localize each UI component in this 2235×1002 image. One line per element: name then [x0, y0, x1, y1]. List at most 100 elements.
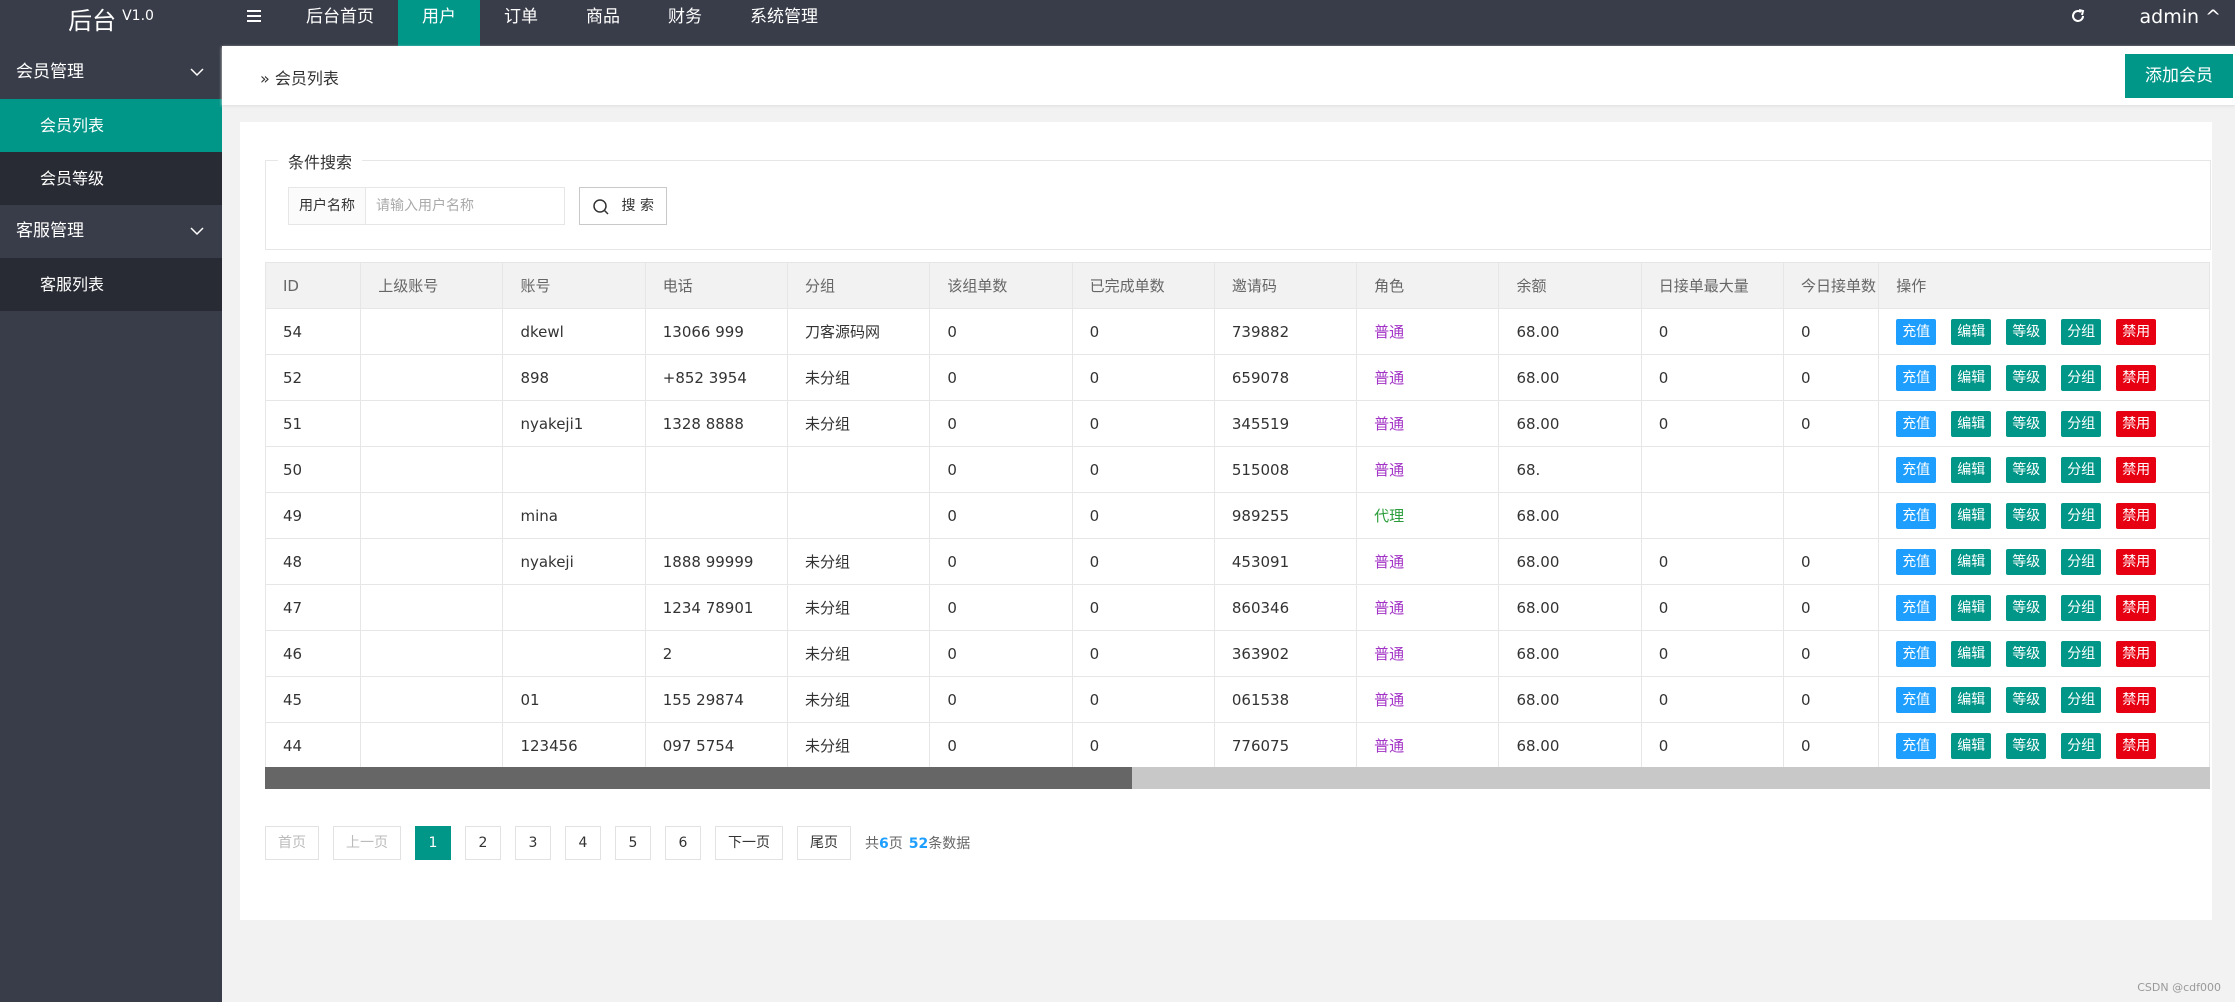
menu-item[interactable]: 会员等级 [0, 152, 222, 205]
action-button[interactable]: 分组 [2061, 594, 2102, 621]
action-button[interactable]: 禁用 [2116, 502, 2157, 529]
refresh-icon[interactable] [2070, 8, 2086, 24]
action-button[interactable]: 编辑 [1951, 502, 1992, 529]
page-number[interactable]: 5 [615, 826, 651, 860]
actions-cell: 充值 编辑 等级 分组 禁用 [1878, 676, 2210, 723]
action-button[interactable]: 编辑 [1951, 318, 1992, 345]
action-button[interactable]: 等级 [2006, 732, 2047, 759]
page-number[interactable]: 1 [415, 826, 451, 860]
nav-item[interactable]: 订单 [504, 7, 538, 27]
table-cell [360, 630, 504, 677]
search-button[interactable]: 搜 索 [579, 187, 667, 225]
action-button[interactable]: 分组 [2061, 548, 2102, 575]
table-body: 54 dkewl 13066 999 刀客源码网 0 0 739882 普通 68.00 0 0 充值… [264, 308, 2210, 769]
action-button[interactable]: 分组 [2061, 640, 2102, 667]
action-button[interactable]: 禁用 [2116, 456, 2157, 483]
action-button[interactable]: 禁用 [2116, 640, 2157, 667]
table-cell: 68. [1498, 446, 1642, 493]
menu-item[interactable]: 会员列表 [0, 99, 222, 152]
user-menu[interactable]: admin ^ [2139, 6, 2221, 28]
menu-icon[interactable] [246, 9, 262, 23]
table-cell: 363902 [1213, 630, 1358, 677]
action-button[interactable]: 编辑 [1951, 640, 1992, 667]
page-number[interactable]: 4 [565, 826, 601, 860]
action-button[interactable]: 充值 [1896, 548, 1937, 575]
action-button[interactable]: 等级 [2006, 502, 2047, 529]
header-row: ID 上级账号 账号 电话 分组 该组单数 已完成单数 邀请码 角色 余额 日接单最大量 今日接单数操… [264, 262, 2210, 309]
action-button[interactable]: 等级 [2006, 456, 2047, 483]
nav-item[interactable]: 后台首页 [306, 7, 374, 27]
next-page[interactable]: 下一页 [715, 826, 783, 860]
scrollbar[interactable] [265, 767, 2210, 789]
actions-cell: 充值 编辑 等级 分组 禁用 [1878, 400, 2210, 447]
action-button[interactable]: 禁用 [2116, 686, 2157, 713]
action-button[interactable]: 编辑 [1951, 548, 1992, 575]
table-cell [644, 492, 789, 539]
action-button[interactable]: 编辑 [1951, 364, 1992, 391]
action-button[interactable]: 等级 [2006, 318, 2047, 345]
action-button[interactable]: 编辑 [1951, 732, 1992, 759]
nav-item[interactable]: 商品 [586, 7, 620, 27]
action-button[interactable]: 分组 [2061, 456, 2102, 483]
last-page[interactable]: 尾页 [797, 826, 851, 860]
action-button[interactable]: 充值 [1896, 456, 1937, 483]
action-button[interactable]: 等级 [2006, 640, 2047, 667]
column-header: 操作 [1878, 262, 2210, 309]
menu-item[interactable]: 客服列表 [0, 258, 222, 311]
table-cell: 1888 99999 [644, 538, 789, 585]
action-button[interactable]: 分组 [2061, 502, 2102, 529]
menu-group[interactable]: 会员管理 [0, 46, 222, 99]
page-number[interactable]: 2 [465, 826, 501, 860]
action-button[interactable]: 充值 [1896, 502, 1937, 529]
action-button[interactable]: 分组 [2061, 318, 2102, 345]
action-button[interactable]: 分组 [2061, 732, 2102, 759]
table-cell: 0 [1640, 722, 1785, 769]
pages-suffix: 页 [888, 836, 903, 852]
add-member-button[interactable]: 添加会员 [2125, 54, 2233, 98]
action-button[interactable]: 充值 [1896, 318, 1937, 345]
table-cell: 未分组 [787, 354, 931, 401]
action-button[interactable]: 禁用 [2116, 410, 2157, 437]
action-button[interactable]: 编辑 [1951, 686, 1992, 713]
column-header: 今日接单数 [1782, 262, 1880, 309]
action-button[interactable]: 等级 [2006, 364, 2047, 391]
action-button[interactable]: 禁用 [2116, 318, 2157, 345]
action-button[interactable]: 等级 [2006, 686, 2047, 713]
logo-text: 后台 [68, 7, 117, 35]
action-button[interactable]: 充值 [1896, 364, 1937, 391]
search-input[interactable]: 请输入用户名称 [365, 187, 565, 225]
action-button[interactable]: 等级 [2006, 410, 2047, 437]
nav-item[interactable]: 用户 [398, 0, 480, 46]
action-button[interactable]: 充值 [1896, 686, 1937, 713]
action-button[interactable]: 编辑 [1951, 594, 1992, 621]
table-cell: 2 [644, 630, 789, 677]
action-button[interactable]: 等级 [2006, 548, 2047, 575]
action-button[interactable]: 编辑 [1951, 410, 1992, 437]
first-page[interactable]: 首页 [265, 826, 319, 860]
table-row: 47 1234 78901 未分组 0 0 860346 普通 68.00 0 0 充值 编辑 等级 分组… [264, 584, 2210, 631]
action-button[interactable]: 禁用 [2116, 364, 2157, 391]
action-button[interactable]: 编辑 [1951, 456, 1992, 483]
table-cell [360, 676, 504, 723]
action-button[interactable]: 充值 [1896, 594, 1937, 621]
action-button[interactable]: 充值 [1896, 640, 1937, 667]
search-legend: 条件搜索 [278, 149, 363, 173]
search-fieldset: 条件搜索 用户名称 请输入用户名称 搜 索 [265, 149, 2211, 250]
prev-page[interactable]: 上一页 [333, 826, 401, 860]
action-button[interactable]: 充值 [1896, 410, 1937, 437]
action-button[interactable]: 禁用 [2116, 732, 2157, 759]
action-button[interactable]: 分组 [2061, 410, 2102, 437]
action-button[interactable]: 充值 [1896, 732, 1937, 759]
action-button[interactable]: 禁用 [2116, 594, 2157, 621]
action-button[interactable]: 禁用 [2116, 548, 2157, 575]
nav-item[interactable]: 财务 [668, 7, 702, 27]
nav-item[interactable]: 系统管理 [750, 7, 818, 27]
page-number[interactable]: 3 [515, 826, 551, 860]
page-number[interactable]: 6 [665, 826, 701, 860]
menu-group[interactable]: 客服管理 [0, 205, 222, 258]
action-button[interactable]: 分组 [2061, 364, 2102, 391]
pagination: 首页 上一页 1 2 3 4 5 6 下一页 尾页 共6页 52条数据 [265, 826, 970, 860]
action-button[interactable]: 分组 [2061, 686, 2102, 713]
scroll-thumb[interactable] [265, 767, 1132, 789]
action-button[interactable]: 等级 [2006, 594, 2047, 621]
